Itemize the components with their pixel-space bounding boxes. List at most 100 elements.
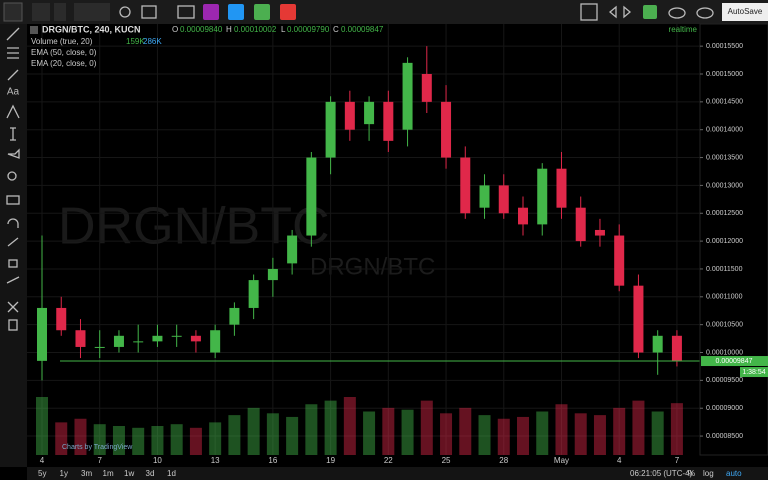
snapshot-button[interactable] — [643, 5, 657, 19]
candle-body — [113, 335, 124, 347]
redo-button[interactable] — [623, 5, 632, 19]
volume-bar — [151, 426, 164, 455]
x-tick-label: 7 — [97, 456, 102, 465]
ohlc-key: O — [172, 25, 178, 34]
ohlc-value: 0.00009790 — [287, 25, 330, 34]
auto-toggle[interactable]: auto — [726, 469, 742, 478]
range-button[interactable]: 3d — [146, 469, 155, 478]
brush-tool[interactable] — [7, 69, 19, 81]
candle-body — [633, 285, 644, 353]
volume-bar — [343, 397, 356, 455]
trash-tool[interactable] — [8, 319, 18, 331]
stay-drawing[interactable] — [7, 237, 19, 247]
alert-button[interactable] — [228, 4, 244, 20]
more-button[interactable] — [54, 3, 66, 21]
watermark-small: DRGN/BTC — [310, 253, 435, 280]
volume-bar — [536, 411, 549, 455]
volume-bar — [401, 409, 414, 455]
range-button[interactable]: 3m — [81, 469, 92, 478]
ohlc-key: H — [226, 25, 232, 34]
load-button[interactable] — [668, 7, 686, 19]
bottom-controls: 06:21:05 (UTC-4) % log auto — [630, 469, 742, 478]
hide-tool[interactable] — [6, 276, 20, 284]
ema-legend: EMA (20, close, 0) — [31, 59, 97, 68]
add-symbol-button[interactable] — [32, 3, 50, 21]
candle-body — [402, 62, 413, 130]
candle-body — [594, 229, 605, 236]
ema-legend: EMA (50, close, 0) — [31, 48, 97, 57]
pattern-tool[interactable] — [6, 104, 20, 119]
interval-button[interactable] — [74, 3, 110, 21]
volume-bar — [574, 413, 587, 455]
text-tool[interactable]: Aa — [7, 87, 20, 98]
volume-bar — [93, 424, 106, 455]
candle-body — [671, 335, 682, 362]
candle-body — [460, 157, 471, 214]
volume-bar — [55, 422, 68, 455]
range-button[interactable]: 1m — [103, 469, 114, 478]
save-button[interactable] — [696, 7, 714, 19]
autosave-label: AutoSave — [728, 7, 763, 16]
volume-bar — [189, 427, 202, 455]
y-tick-label: 0.00010000 — [706, 349, 743, 356]
volume-bar — [459, 407, 472, 455]
remove-tool[interactable] — [7, 301, 19, 313]
volume-bar — [228, 415, 241, 455]
autosave-button[interactable] — [722, 3, 768, 21]
ohlc-key: L — [281, 25, 286, 34]
zoom-tool[interactable] — [7, 171, 17, 181]
volume-bar — [112, 426, 125, 455]
x-tick-label: May — [554, 456, 569, 465]
volume-bar — [478, 415, 491, 455]
trend-line-tool[interactable] — [6, 27, 20, 41]
magnet-tool[interactable] — [6, 195, 20, 205]
volume-legend: Volume (true, 20) — [31, 37, 93, 46]
volume-bar — [632, 400, 645, 455]
candle-body — [614, 235, 625, 286]
volume-bar — [74, 418, 87, 455]
measure-tool[interactable] — [10, 127, 16, 141]
candle-body — [306, 157, 317, 236]
magnet-icon[interactable] — [7, 218, 19, 228]
indicators-button[interactable] — [141, 5, 157, 19]
volume-bar — [247, 407, 260, 455]
volume-bar — [497, 418, 510, 455]
candle-body — [498, 185, 509, 214]
y-tick-label: 0.00013000 — [706, 182, 743, 189]
volume-bar — [440, 413, 453, 455]
undo-button[interactable] — [608, 5, 617, 19]
range-button[interactable]: 1d — [167, 469, 176, 478]
candle-body — [652, 335, 663, 353]
lock-tool[interactable] — [8, 259, 18, 268]
range-button[interactable]: 1y — [60, 469, 68, 478]
compare-button[interactable] — [177, 5, 195, 19]
candle-body — [248, 280, 259, 308]
fullscreen-button[interactable] — [580, 3, 598, 21]
percent-toggle[interactable]: % — [688, 469, 695, 478]
y-tick-label: 0.00009000 — [706, 405, 743, 412]
candle-body — [575, 207, 586, 242]
candle-body — [325, 101, 336, 158]
ohlc-value: 0.00010002 — [234, 25, 277, 34]
settings-button[interactable] — [119, 6, 131, 18]
template-button[interactable] — [203, 4, 219, 20]
volume-bar — [670, 403, 683, 455]
arrow-tool[interactable] — [7, 148, 20, 159]
x-tick-label: 16 — [268, 456, 277, 465]
log-toggle[interactable]: log — [703, 469, 714, 478]
volume-bar — [324, 400, 337, 455]
crosshair-button[interactable] — [3, 2, 23, 22]
symbol-icon — [30, 26, 38, 34]
candle-body — [267, 268, 278, 281]
ohlc-value: 0.00009847 — [341, 25, 384, 34]
fib-tool[interactable] — [7, 47, 19, 59]
range-button[interactable]: 5y — [38, 469, 46, 478]
x-tick-label: 4 — [617, 456, 622, 465]
sell-button[interactable] — [280, 4, 296, 20]
buy-button[interactable] — [254, 4, 270, 20]
watermark: DRGN/BTC — [58, 198, 330, 256]
clock: 06:21:05 (UTC-4) — [630, 469, 693, 478]
volume-bar — [651, 411, 664, 455]
range-button[interactable]: 1w — [124, 469, 134, 478]
